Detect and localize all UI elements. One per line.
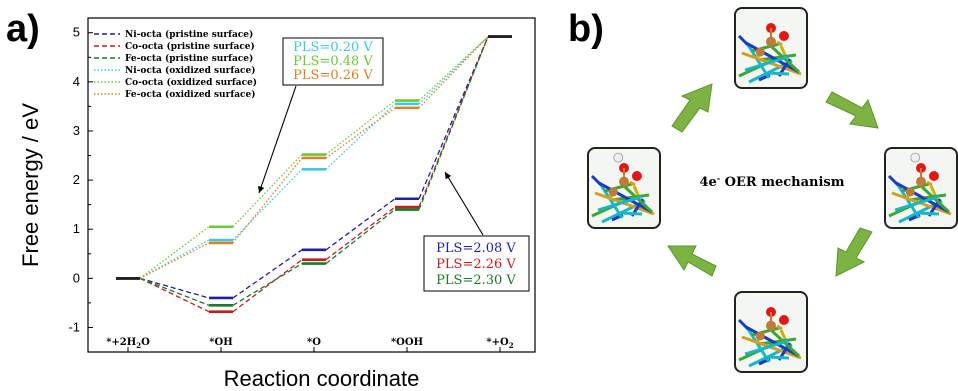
series-connector [325, 103, 396, 170]
surface-structure-image [734, 7, 808, 89]
legend-label: Ni-octa (oxidized surface) [125, 65, 256, 76]
pls-label: PLS=0.48 V [293, 54, 373, 69]
series-connector [139, 277, 210, 306]
category-label: *O [307, 337, 321, 348]
pls-label: PLS=2.08 V [436, 241, 516, 256]
surface-structure-image [884, 147, 958, 229]
series-connector [418, 36, 489, 210]
legend-label: Fe-octa (pristine surface) [125, 53, 253, 64]
category-label: *OH [209, 337, 232, 348]
series-connector [418, 36, 489, 200]
series-connector [139, 239, 210, 279]
y-axis-label: Free energy / eV [18, 103, 43, 267]
series-connector [232, 168, 303, 241]
series-connector [232, 154, 303, 228]
y-tick-label: 2 [73, 172, 80, 187]
pls-label: PLS=0.26 V [293, 68, 373, 83]
series-connector [139, 277, 210, 313]
y-tick-label: 5 [73, 25, 80, 40]
series-connector [139, 277, 210, 299]
cycle-arrow [667, 245, 717, 277]
legend-label: Ni-octa (pristine surface) [125, 29, 253, 40]
surface-structure-image [734, 291, 808, 373]
cycle-arrow [835, 227, 873, 277]
cycle-arrow [825, 91, 879, 129]
pls-label: PLS=2.30 V [436, 273, 516, 288]
series-connector [325, 107, 396, 159]
series-connector [325, 198, 396, 251]
y-tick-label: 0 [73, 270, 80, 285]
legend-label: Co-octa (oxidized surface) [125, 77, 257, 88]
series-connector [418, 36, 489, 208]
series-connector [139, 226, 210, 279]
series-connector [232, 263, 303, 306]
category-label: *OOH [391, 337, 423, 348]
pls-box-pristine [423, 235, 530, 292]
series-connector [418, 36, 489, 109]
legend-label: Fe-octa (oxidized surface) [125, 89, 256, 100]
x-axis-label: Reaction coordinate [224, 366, 420, 391]
y-tick-label: 4 [73, 74, 80, 89]
panel-b-label: b) [568, 8, 604, 50]
plot-frame [87, 17, 536, 353]
series-connector [139, 242, 210, 279]
surface-structure-image [587, 147, 661, 229]
pls-label: PLS=0.20 V [293, 40, 373, 55]
series-connector [232, 249, 303, 299]
series-connector [232, 259, 303, 313]
series-connector [325, 206, 396, 261]
legend-label: Co-octa (pristine surface) [125, 41, 255, 52]
pointer-arrow [258, 85, 297, 194]
series-connector [325, 209, 396, 265]
panel-a-label: a) [6, 8, 40, 50]
pls-label: PLS=2.26 V [436, 257, 516, 272]
pls-box-oxidized [282, 37, 384, 86]
y-tick-label: 3 [73, 123, 80, 138]
category-label: *+2H2O [106, 337, 150, 350]
series-connector [325, 100, 396, 156]
series-connector [232, 157, 303, 244]
category-label: *+O2 [486, 337, 513, 350]
y-tick-label: -1 [68, 319, 80, 334]
series-connector [418, 36, 489, 101]
pointer-arrow [444, 171, 484, 236]
mechanism-label: 4e- OER mechanism [699, 173, 844, 190]
cycle-arrow [671, 83, 713, 133]
y-tick-label: 1 [73, 221, 80, 236]
